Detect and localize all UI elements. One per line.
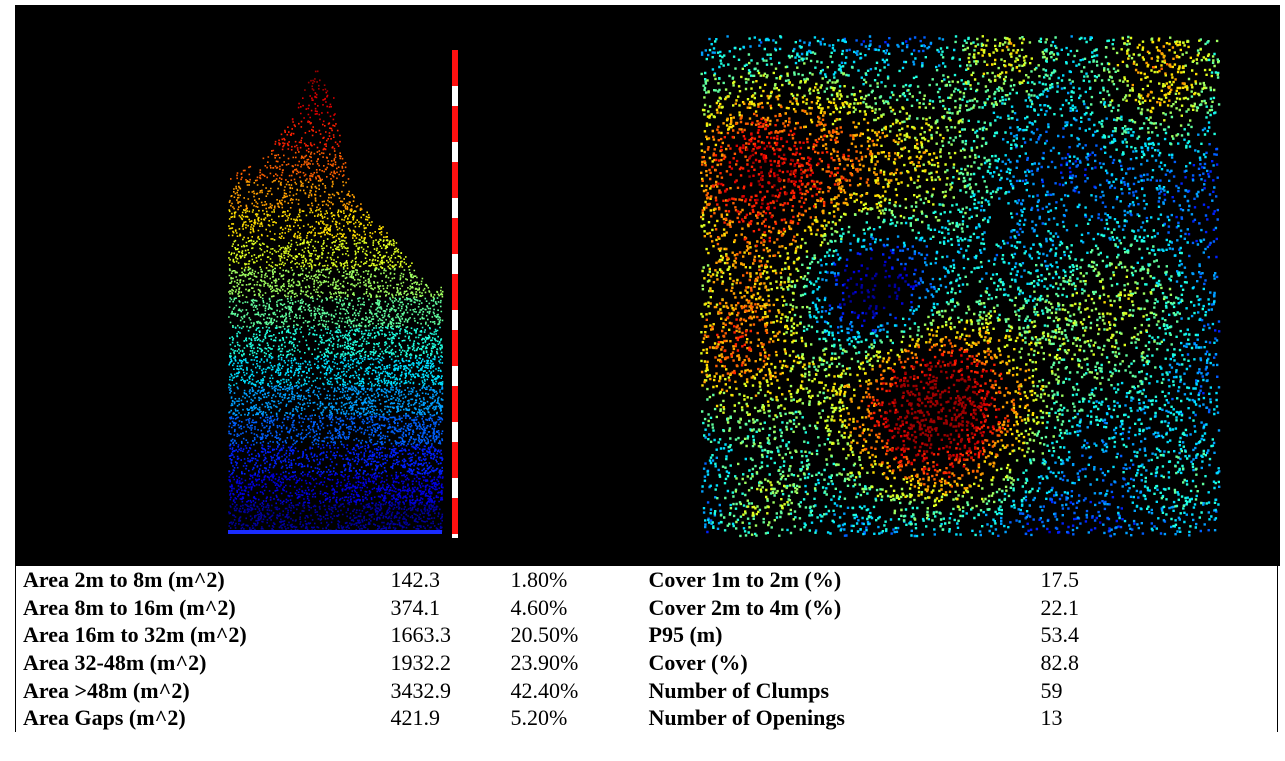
metric-label: Area 32-48m (m^2) [23, 649, 207, 675]
stats-row: Area 32-48m (m^2) 1932.2 23.90% Cover (%) 82… [16, 649, 1278, 677]
scale-segment [452, 198, 458, 218]
metric-value: 22.1 [1040, 594, 1080, 620]
scale-segment [452, 422, 458, 442]
canopy-points [700, 35, 1221, 538]
metric-value: 1.80% [510, 566, 568, 592]
profile-points [228, 385, 444, 416]
metric-label: Cover 1m to 2m (%) [648, 566, 842, 592]
figure-background [15, 5, 1280, 566]
metric-value: 1663.3 [390, 622, 452, 648]
scale-segment [452, 330, 458, 366]
stats-row: Area >48m (m^2) 3432.9 42.40% Number of Clu… [16, 677, 1278, 705]
scale-segment [452, 498, 458, 534]
scale-segment [452, 218, 458, 254]
stats-row: Area 16m to 32m (m^2) 1663.3 20.50% P95 (m)… [16, 621, 1278, 649]
profile-points [291, 91, 336, 123]
metric-label: Area 16m to 32m (m^2) [23, 622, 247, 648]
stats-table: Area 2m to 8m (m^2) 142.3 1.80% Cover 1m to… [15, 566, 1278, 733]
metric-label: Area Gaps (m^2) [23, 705, 186, 731]
stats-row: Area 2m to 8m (m^2) 142.3 1.80% Cover 1m to… [16, 566, 1278, 594]
scale-segment [452, 310, 458, 330]
metric-value: 82.8 [1040, 649, 1080, 675]
canopy-points [843, 257, 907, 317]
metric-value: 3432.9 [390, 677, 452, 703]
profile-points [228, 473, 444, 505]
canopy-points [701, 36, 1220, 538]
metric-value: 421.9 [390, 705, 441, 731]
metric-value: 374.1 [390, 594, 441, 620]
metric-label: Area 2m to 8m (m^2) [23, 566, 225, 592]
metric-label: Area >48m (m^2) [23, 677, 190, 703]
canopy-points [745, 145, 993, 463]
metric-value: 13 [1040, 705, 1063, 731]
scale-segment [452, 386, 458, 422]
scale-segment [452, 106, 458, 142]
profile-points [304, 70, 329, 92]
profile-points [228, 179, 363, 211]
profile-points [228, 267, 444, 299]
side-profile-cloud [228, 70, 444, 534]
scale-segment [452, 86, 458, 106]
scale-segment [452, 274, 458, 310]
metric-value: 23.90% [510, 649, 579, 675]
profile-points [228, 238, 413, 270]
stats-row: Area 8m to 16m (m^2) 374.1 4.60% Cover 2m t… [16, 594, 1278, 622]
scale-segment [452, 254, 458, 274]
scale-segment [452, 162, 458, 198]
profile-points [230, 150, 350, 182]
metric-label: Cover 2m to 4m (%) [648, 594, 842, 620]
metric-value: 5.20% [510, 705, 568, 731]
scale-segment [452, 478, 458, 498]
point-cloud-figure [15, 5, 1280, 566]
metric-value: 42.40% [510, 677, 579, 703]
profile-points [228, 414, 444, 446]
ground-points [228, 530, 442, 534]
height-scale-bar [452, 50, 458, 538]
profile-points [229, 326, 443, 358]
profile-points [228, 297, 444, 328]
scale-segment [452, 366, 458, 386]
scale-segment [452, 50, 458, 86]
profile-points [228, 502, 444, 534]
scale-segment [452, 534, 458, 538]
metric-value: 20.50% [510, 622, 579, 648]
metric-value: 53.4 [1040, 622, 1080, 648]
scale-segment [452, 442, 458, 478]
metric-label: P95 (m) [648, 622, 723, 648]
profile-points [228, 443, 444, 475]
stats-row: Area Gaps (m^2) 421.9 5.20% Number of Openi… [16, 704, 1278, 732]
metric-label: Number of Clumps [648, 677, 830, 703]
metric-value: 142.3 [390, 566, 441, 592]
metric-label: Number of Openings [648, 705, 845, 731]
top-view-cloud [700, 35, 1221, 538]
metric-value: 59 [1040, 677, 1063, 703]
metric-value: 1932.2 [390, 649, 452, 675]
metric-label: Cover (%) [648, 649, 748, 675]
metric-value: 4.60% [510, 594, 568, 620]
metric-label: Area 8m to 16m (m^2) [23, 594, 236, 620]
profile-points [228, 208, 388, 240]
scale-segment [452, 142, 458, 162]
profile-points [272, 120, 341, 152]
metric-value: 17.5 [1040, 566, 1080, 592]
